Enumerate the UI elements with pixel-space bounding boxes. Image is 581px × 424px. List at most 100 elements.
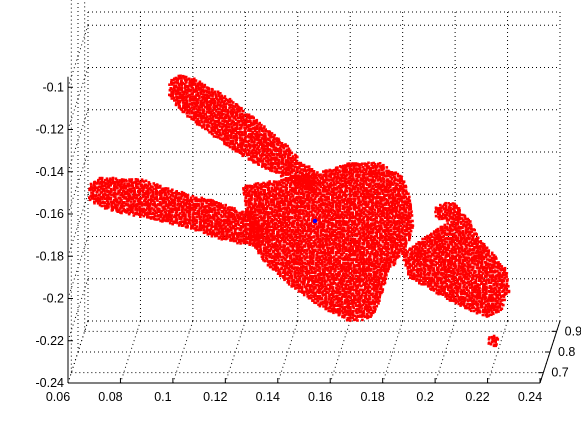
data-point [311,208,315,212]
data-point [232,224,236,228]
data-point [175,208,179,212]
data-point [220,206,224,209]
data-point [375,206,379,209]
data-point [398,174,402,178]
data-point [266,183,269,187]
data-point [400,177,403,181]
data-point [306,223,309,226]
data-point [309,242,313,245]
data-point [257,163,261,166]
data-point [230,222,233,226]
data-point [228,218,231,221]
data-point [340,183,344,187]
data-point [177,224,181,227]
data-point [286,242,289,246]
data-point [345,201,349,204]
data-point [169,94,173,98]
data-point [304,173,307,177]
data-point [273,246,276,249]
data-point [401,192,405,195]
data-point [265,154,269,158]
data-point [244,233,248,236]
data-point [314,216,318,220]
data-point [280,201,283,205]
data-point [158,203,161,207]
data-point [164,187,168,190]
data-point [347,181,350,185]
data-point [210,225,214,229]
data-point [214,220,217,223]
data-point [277,209,281,213]
data-point [370,175,373,178]
data-point [257,141,261,144]
data-point [295,244,299,247]
data-point [245,210,248,213]
data-point [324,230,327,233]
data-point [401,201,404,204]
data-point [92,194,95,197]
data-point [267,158,271,162]
data-point [312,190,315,194]
data-point [273,235,276,238]
data-point [285,222,288,225]
data-point [307,174,310,177]
data-point [381,234,384,238]
data-point [113,182,117,186]
data-point [145,207,149,210]
data-point [237,220,240,223]
data-point [373,183,377,187]
data-point [395,223,398,226]
data-point [296,215,300,219]
data-point [226,228,230,231]
data-point [164,207,167,210]
data-point [349,237,353,240]
data-point [197,213,201,216]
data-point [302,175,305,179]
data-point [227,99,230,103]
data-point [261,193,265,196]
data-point [303,192,306,196]
data-point [277,229,281,232]
data-point [128,178,131,181]
data-point [385,209,389,213]
data-point [148,182,152,186]
data-point [346,208,349,212]
data-point [359,194,362,198]
data-point [331,205,335,209]
data-point [314,195,318,198]
data-point [241,121,245,125]
data-point [224,107,227,111]
data-point [176,99,180,102]
data-point [285,194,289,198]
data-point [337,239,340,242]
data-point [241,219,245,223]
data-point [270,132,274,135]
data-point [322,210,326,213]
data-point [225,138,228,141]
data-point [255,131,259,134]
data-point [362,227,366,231]
data-point [138,202,142,206]
data-point [265,226,269,229]
data-point [178,196,181,199]
data-point [277,214,281,217]
data-point [285,190,289,194]
data-point [319,204,323,207]
data-point [343,197,346,201]
data-point [293,216,297,220]
data-point [370,241,374,244]
data-point [287,233,291,236]
data-point [370,224,373,227]
data-point [248,189,252,192]
data-point [228,211,231,214]
data-point [335,177,338,181]
data-point [294,179,297,182]
data-point [327,170,331,173]
data-point [365,192,369,196]
data-point [301,224,304,227]
data-point [119,193,122,197]
data-point [291,163,294,166]
data-point [325,169,328,172]
data-point [354,223,357,226]
data-point [103,207,107,210]
